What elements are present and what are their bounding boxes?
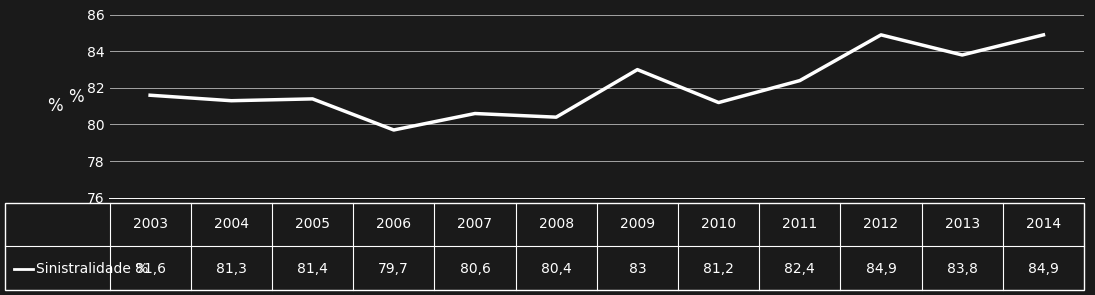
Text: 2012: 2012 (864, 217, 899, 231)
Text: 2004: 2004 (214, 217, 249, 231)
Text: 84,9: 84,9 (865, 262, 897, 276)
Text: 2013: 2013 (945, 217, 980, 231)
Text: 83,8: 83,8 (947, 262, 978, 276)
Text: 2009: 2009 (620, 217, 655, 231)
Text: 2003: 2003 (132, 217, 168, 231)
Text: 84,9: 84,9 (1028, 262, 1059, 276)
Text: 2014: 2014 (1026, 217, 1061, 231)
Text: 80,4: 80,4 (541, 262, 572, 276)
Text: 81,4: 81,4 (297, 262, 328, 276)
Text: Sinistralidade %: Sinistralidade % (36, 262, 149, 276)
Text: %: % (47, 97, 62, 115)
Text: 2008: 2008 (539, 217, 574, 231)
Text: 81,6: 81,6 (135, 262, 165, 276)
Text: 83: 83 (629, 262, 646, 276)
Text: 2006: 2006 (377, 217, 412, 231)
Text: 79,7: 79,7 (379, 262, 410, 276)
Text: 81,3: 81,3 (216, 262, 246, 276)
Text: 80,6: 80,6 (460, 262, 491, 276)
Y-axis label: %: % (68, 88, 83, 106)
Text: 82,4: 82,4 (784, 262, 815, 276)
Text: 2010: 2010 (701, 217, 736, 231)
Text: 2007: 2007 (458, 217, 493, 231)
Text: 81,2: 81,2 (703, 262, 734, 276)
Text: 2005: 2005 (295, 217, 330, 231)
Text: 2011: 2011 (782, 217, 818, 231)
